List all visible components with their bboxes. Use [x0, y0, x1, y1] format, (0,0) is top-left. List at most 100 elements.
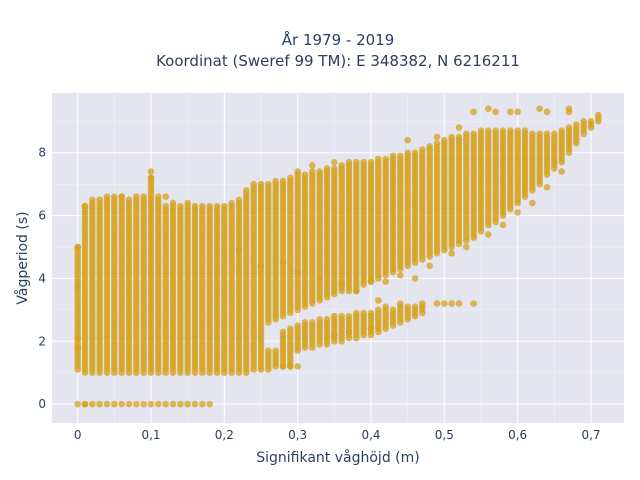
data-point — [257, 262, 265, 270]
data-point — [309, 161, 316, 169]
data-point — [103, 400, 111, 408]
data-point — [140, 400, 147, 408]
data-point — [470, 108, 477, 116]
data-point — [279, 328, 287, 336]
data-point — [309, 168, 316, 175]
data-point — [419, 146, 426, 153]
x-tick-label: 0,4 — [361, 428, 380, 442]
x-tick-label: 0,2 — [215, 428, 234, 442]
data-point — [243, 187, 250, 194]
data-point — [309, 319, 316, 326]
data-point — [316, 168, 323, 175]
data-point — [360, 158, 367, 166]
data-point — [89, 196, 96, 204]
data-point — [455, 124, 463, 131]
data-point — [272, 177, 279, 185]
y-axis-title: Vågperiod (s) — [14, 211, 31, 304]
data-point — [441, 136, 448, 144]
data-point — [353, 158, 360, 166]
data-point — [353, 309, 360, 317]
data-point — [367, 278, 375, 285]
data-point — [345, 158, 353, 166]
data-point — [485, 231, 492, 238]
data-point — [331, 331, 338, 339]
data-point — [169, 199, 177, 207]
data-point — [426, 262, 433, 270]
data-point — [155, 193, 162, 201]
data-point — [433, 300, 441, 307]
data-point — [382, 303, 389, 311]
data-point — [316, 315, 323, 323]
data-point — [323, 315, 331, 323]
data-point — [111, 193, 118, 201]
data-point — [162, 193, 169, 201]
data-point — [353, 287, 360, 295]
data-point — [118, 193, 125, 201]
data-point — [331, 165, 338, 172]
data-point — [228, 199, 235, 207]
data-point — [287, 174, 294, 182]
data-point — [345, 312, 353, 320]
chart-title-line2: Koordinat (Sweref 99 TM): E 348382, N 62… — [156, 52, 520, 70]
data-point — [507, 127, 514, 135]
data-point — [455, 300, 463, 307]
data-point — [103, 193, 111, 201]
data-point — [375, 297, 382, 304]
data-point — [294, 322, 301, 329]
data-point — [499, 127, 507, 135]
data-point — [565, 124, 573, 131]
data-point — [521, 127, 529, 135]
data-point — [375, 155, 382, 163]
y-tick-label: 0 — [38, 397, 46, 411]
data-point — [470, 130, 477, 138]
data-point — [191, 202, 199, 210]
data-point — [155, 400, 162, 408]
data-point — [514, 108, 521, 116]
data-point — [389, 306, 397, 314]
data-point — [118, 400, 125, 408]
data-point — [199, 202, 206, 210]
data-point — [331, 158, 338, 166]
data-point — [279, 259, 287, 267]
y-axis-ticks: 0 2 4 6 8 — [38, 146, 46, 411]
data-point — [323, 165, 331, 172]
data-point — [81, 202, 89, 210]
data-point — [514, 127, 521, 135]
data-point — [191, 400, 199, 408]
data-point — [265, 347, 272, 355]
data-point — [565, 105, 573, 113]
data-point — [184, 199, 191, 207]
data-point — [382, 278, 389, 285]
data-point — [287, 325, 294, 333]
data-point — [221, 202, 228, 210]
data-point — [89, 400, 96, 408]
data-point — [455, 133, 463, 141]
data-point — [441, 300, 448, 307]
data-point — [448, 133, 455, 141]
data-point — [558, 168, 565, 175]
data-point — [316, 275, 323, 282]
data-point — [360, 309, 367, 317]
data-point — [213, 202, 221, 210]
data-point — [125, 196, 133, 204]
data-point — [485, 127, 492, 135]
data-point — [147, 400, 155, 408]
data-point — [463, 243, 470, 251]
data-markers — [74, 105, 602, 408]
data-point — [397, 152, 404, 160]
data-point — [529, 199, 536, 207]
data-point — [74, 344, 81, 351]
data-point — [199, 400, 206, 408]
data-point — [133, 193, 140, 201]
data-point — [294, 363, 301, 370]
data-point — [338, 312, 345, 320]
data-point — [499, 221, 507, 229]
x-tick-label: 0 — [74, 428, 82, 442]
data-point — [206, 400, 213, 408]
data-point — [206, 202, 213, 210]
data-point — [558, 127, 565, 135]
data-point — [470, 300, 477, 307]
data-point — [140, 193, 147, 201]
data-point — [536, 130, 543, 138]
